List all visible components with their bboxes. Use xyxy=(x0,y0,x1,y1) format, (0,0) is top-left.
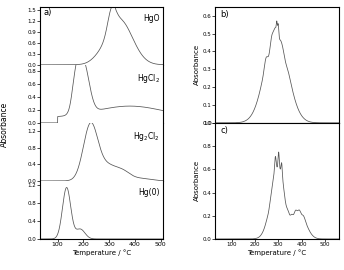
Text: b): b) xyxy=(220,10,229,19)
Text: HgO: HgO xyxy=(143,14,160,23)
X-axis label: Temperature / °C: Temperature / °C xyxy=(247,133,307,140)
Text: Hg$_2$Cl$_2$: Hg$_2$Cl$_2$ xyxy=(133,130,160,143)
Y-axis label: Absorbance: Absorbance xyxy=(194,160,200,201)
X-axis label: Temperature / °C: Temperature / °C xyxy=(72,249,131,256)
Text: HgCl$_2$: HgCl$_2$ xyxy=(137,72,160,85)
Y-axis label: Absorbance: Absorbance xyxy=(194,44,200,85)
X-axis label: Temperature / °C: Temperature / °C xyxy=(247,249,307,256)
Text: a): a) xyxy=(43,8,52,18)
Text: Absorbance: Absorbance xyxy=(0,102,9,147)
Text: c): c) xyxy=(220,126,228,135)
Text: Hg(0): Hg(0) xyxy=(138,188,160,197)
